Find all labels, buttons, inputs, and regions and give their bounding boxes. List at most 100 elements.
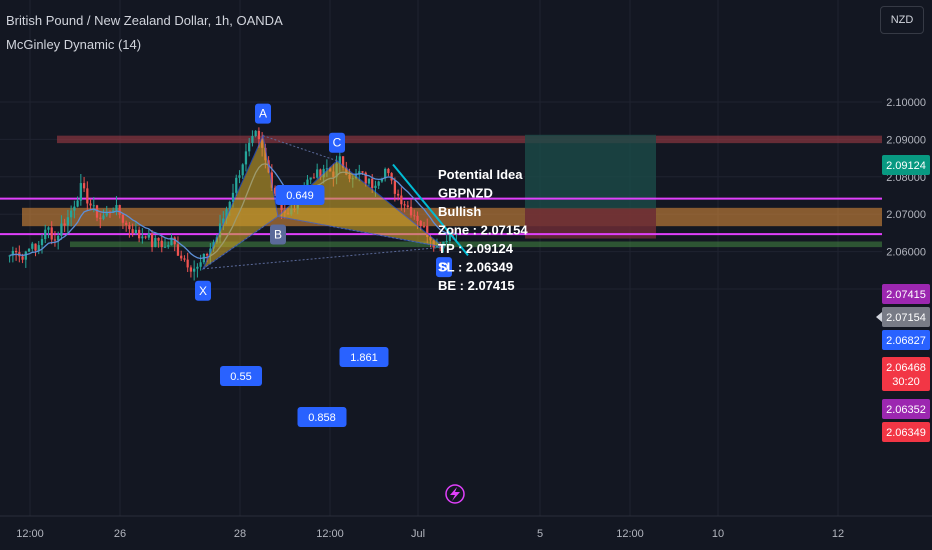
idea-text-line: SL : 2.06349 — [438, 260, 513, 275]
candle-body — [455, 234, 458, 236]
candle-body — [180, 255, 183, 259]
candle-body — [131, 229, 134, 234]
candle-body — [99, 217, 102, 219]
candle-body — [102, 215, 105, 219]
ratio-badge — [297, 407, 347, 427]
candle-body — [419, 220, 422, 226]
candle-body — [403, 204, 406, 206]
candle-body — [154, 237, 157, 248]
candle-body — [196, 266, 199, 269]
candle-body — [176, 244, 180, 256]
candle-body — [387, 168, 390, 174]
time-tick-label: 28 — [234, 528, 246, 540]
candle-body — [306, 179, 309, 188]
candle-body — [115, 205, 118, 211]
price-cursor-arrow — [876, 312, 882, 322]
ratio-label: 0.55 — [230, 371, 251, 383]
candle-body — [86, 188, 89, 204]
candle-body — [50, 227, 53, 240]
currency-selector[interactable]: NZD — [880, 6, 924, 34]
pattern-ratio-line — [277, 215, 445, 248]
price-badge-value: 2.07154 — [886, 312, 926, 324]
pattern-point-label: X — [199, 284, 207, 298]
candle-body — [257, 130, 261, 140]
candle-body — [341, 156, 345, 168]
candle-body — [445, 241, 448, 243]
pattern-point-c — [329, 132, 345, 153]
candle-body — [189, 267, 193, 272]
price-badge-value: 2.07415 — [886, 289, 926, 301]
candle-body — [364, 172, 367, 184]
time-tick-label: 26 — [114, 528, 126, 540]
candle-body — [60, 223, 63, 236]
countdown-label: 30:20 — [892, 376, 920, 388]
price-badge-value: 2.06352 — [886, 404, 926, 416]
candle-body — [53, 239, 57, 241]
idea-text-line: Bullish — [438, 204, 481, 219]
candle-body — [134, 229, 138, 234]
candle-body — [312, 177, 316, 179]
candle-body — [24, 251, 27, 260]
candle-body — [57, 235, 60, 241]
candle-body — [31, 243, 34, 249]
candle-body — [222, 218, 225, 224]
candle-body — [435, 245, 439, 248]
candle-body — [144, 236, 147, 238]
candle-body — [338, 156, 341, 164]
idea-text-line: Zone : 2.07154 — [438, 223, 528, 238]
pattern-point-x — [195, 280, 211, 301]
candle-body — [137, 229, 141, 239]
candle-body — [95, 205, 99, 218]
candle-body — [170, 237, 173, 246]
ratio-badge — [339, 347, 389, 367]
candle-body — [377, 181, 380, 186]
idea-text-line: TP : 2.09124 — [438, 241, 514, 256]
candle-body — [27, 248, 31, 252]
price-badge-value: 2.09124 — [886, 160, 926, 172]
candle-body — [92, 205, 95, 207]
time-tick-label: Jul — [411, 528, 425, 540]
candle-body — [79, 183, 82, 201]
candle-body — [193, 268, 196, 272]
lightning-icon — [445, 484, 465, 504]
candle-body — [105, 212, 108, 216]
price-tick-label: 2.06000 — [886, 247, 926, 259]
candle-body — [66, 217, 70, 226]
candle-body — [380, 178, 384, 182]
candle-body — [416, 215, 419, 221]
candle-body — [69, 210, 73, 218]
ratio-label: 1.861 — [350, 352, 378, 364]
candle-body — [426, 225, 429, 237]
candle-body — [280, 200, 283, 210]
candle-body — [406, 205, 409, 207]
take-profit-box — [525, 134, 656, 209]
lightning-bolt-shape — [450, 487, 460, 501]
candle-body — [396, 193, 400, 196]
candle-body — [73, 206, 76, 211]
candle-body — [147, 233, 150, 238]
ratio-label: 0.858 — [308, 412, 336, 424]
indicator-label[interactable]: McGinley Dynamic (14) — [6, 37, 142, 52]
candle-body — [157, 237, 160, 241]
candle-body — [319, 169, 322, 178]
candle-body — [413, 215, 416, 217]
price-axis-badge — [882, 155, 930, 175]
candle-body — [422, 225, 426, 227]
candle-body — [11, 250, 14, 256]
candle-body — [254, 130, 257, 137]
candle-body — [8, 255, 11, 257]
candle-body — [316, 169, 319, 178]
time-tick-label: 10 — [712, 528, 724, 540]
pattern-point-label: C — [333, 136, 342, 150]
price-badge-value: 2.06827 — [886, 335, 926, 347]
candle-body — [231, 192, 235, 202]
chart-title: British Pound / New Zealand Dollar, 1h, … — [6, 13, 283, 28]
candle-body — [186, 259, 189, 268]
candle-body — [167, 245, 170, 247]
candle-body — [358, 171, 361, 175]
resistance-zone — [57, 135, 882, 144]
price-tick-label: 2.09000 — [886, 134, 926, 146]
candle-body — [367, 178, 371, 184]
price-axis-badge — [882, 357, 930, 391]
